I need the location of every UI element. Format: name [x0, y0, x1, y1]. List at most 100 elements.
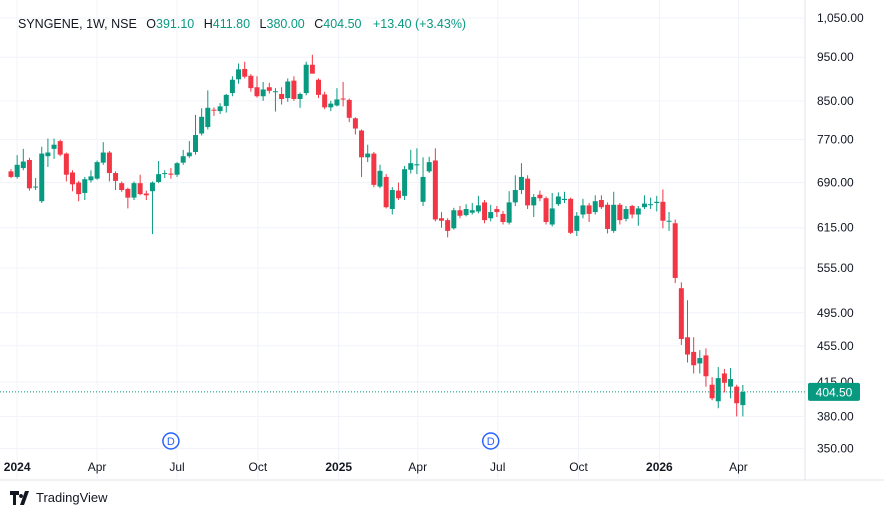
price-tick-label: 615.00 — [817, 221, 854, 235]
candle-body — [562, 198, 567, 201]
candle — [119, 181, 125, 192]
candle — [549, 192, 555, 227]
candle — [475, 195, 481, 214]
candle-body — [611, 204, 617, 231]
candle — [715, 367, 721, 409]
candle — [617, 202, 623, 225]
candle — [512, 175, 518, 206]
candle — [8, 169, 14, 179]
candle — [70, 170, 75, 192]
candle — [488, 204, 494, 222]
dividend-marker[interactable]: D — [162, 432, 180, 450]
candle-body — [45, 152, 51, 157]
candle-body — [568, 198, 574, 233]
candle-body — [672, 223, 678, 278]
candle-body — [445, 220, 451, 231]
candle — [346, 98, 352, 123]
candle — [414, 148, 420, 175]
candle-body — [316, 79, 321, 95]
candle — [721, 368, 727, 393]
candle — [598, 195, 604, 210]
candle — [82, 176, 88, 201]
candle — [14, 155, 20, 179]
candle-body — [14, 164, 20, 177]
candle — [45, 138, 51, 167]
candle — [555, 192, 561, 206]
candle — [242, 61, 248, 79]
candle — [543, 196, 549, 225]
candle-body — [617, 204, 623, 221]
candle-body — [740, 391, 746, 406]
candle-body — [266, 87, 272, 91]
time-tick-label: Apr — [408, 460, 427, 474]
candle-body — [660, 201, 666, 221]
candle — [162, 170, 168, 179]
candle — [678, 282, 684, 345]
candle — [629, 204, 635, 219]
candle-body — [537, 194, 543, 199]
candle-body — [217, 106, 223, 112]
candle — [672, 219, 678, 284]
candle — [26, 157, 32, 191]
candle — [149, 181, 155, 235]
candle-body — [512, 190, 518, 203]
candle-body — [291, 80, 297, 99]
dividend-marker[interactable]: D — [481, 432, 500, 450]
candle — [740, 384, 746, 417]
candle-body — [57, 141, 63, 155]
candle-body — [205, 107, 211, 128]
candle-body — [100, 152, 106, 163]
candle-body — [586, 205, 592, 214]
candle — [518, 163, 524, 195]
symbol-title[interactable]: SYNGENE, 1W, NSE — [18, 17, 137, 31]
dividend-label: D — [487, 436, 495, 448]
candle — [180, 149, 186, 165]
candle-body — [691, 351, 697, 366]
candle-body — [697, 358, 703, 364]
candle — [531, 194, 537, 218]
candle-body — [51, 144, 57, 149]
candle-body — [666, 220, 672, 222]
tradingview-logo[interactable]: TradingView — [10, 490, 108, 505]
tradingview-logo-icon — [10, 490, 29, 505]
candle — [94, 160, 100, 180]
candle — [666, 212, 672, 231]
candle — [383, 174, 389, 209]
candle-body — [106, 152, 112, 174]
candle — [236, 63, 242, 84]
candle-body — [605, 204, 611, 229]
candle — [605, 202, 611, 234]
time-tick-label: Oct — [569, 460, 588, 474]
candle — [525, 175, 531, 210]
candle — [193, 114, 198, 155]
candle — [734, 384, 740, 417]
candle-body — [94, 162, 100, 179]
candle — [371, 151, 377, 188]
dividend-icon — [481, 432, 500, 450]
candle-body — [137, 183, 143, 195]
price-tick-label: 1,050.00 — [817, 11, 864, 25]
candle — [33, 178, 39, 191]
candle-body — [365, 153, 371, 158]
candle — [309, 54, 315, 74]
candle — [217, 103, 223, 114]
candle — [451, 207, 457, 230]
candle-body — [635, 208, 641, 215]
candle — [445, 218, 451, 238]
candle-body — [420, 176, 426, 202]
high-label: H — [203, 17, 213, 31]
last-price-badge — [808, 382, 860, 401]
candle — [494, 205, 500, 218]
candle — [654, 195, 660, 212]
candle-body — [574, 215, 580, 231]
candle-body — [525, 178, 531, 206]
price-tick-label: 770.00 — [817, 133, 854, 147]
time-axis[interactable]: 2024 Apr Jul Oct 2025 Apr Jul Oct 2026 Apr — [4, 460, 748, 474]
time-tick-label: Oct — [249, 460, 268, 474]
candle-body — [229, 79, 235, 94]
candle-body — [334, 99, 340, 106]
candles — [8, 54, 746, 417]
candle — [537, 190, 543, 202]
candle-body — [408, 163, 414, 170]
